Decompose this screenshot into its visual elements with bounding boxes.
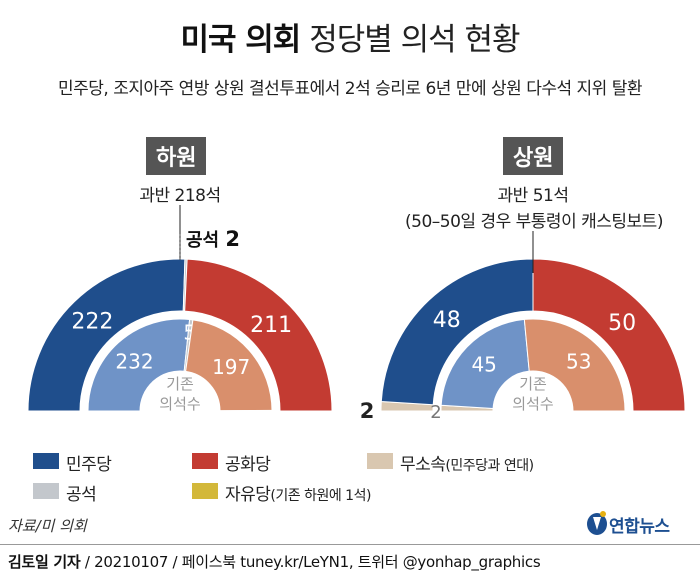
footer-divider (0, 544, 700, 545)
legend-independent-note: (민주당과 연대) (445, 458, 534, 474)
legend-swatch-democrat (33, 453, 59, 469)
house-inner-democrat-segment (87, 318, 191, 412)
yonhap-logo: 연합뉴스 (585, 508, 695, 538)
house-inner-republican-value: 197 (212, 355, 250, 379)
credit-line: 김토일 기자 / 20210107 / 페이스북 tuney.kr/LeYN1,… (8, 551, 541, 572)
credit-details: / 20210107 / 페이스북 tuney.kr/LeYN1, 트위터 @y… (80, 553, 541, 571)
house-vacant-count: 2 (225, 227, 241, 251)
house-majority-note: 과반 218석 (139, 186, 221, 206)
house-label: 하원 (146, 137, 207, 175)
house-inner-republican-segment (185, 319, 273, 412)
senate-tiebreak-note: (50–50일 경우 부통령이 캐스팅보트) (405, 212, 663, 232)
senate-inner-democrat-segment (440, 318, 530, 410)
house-vacant-text: 공석 (186, 230, 220, 251)
legend-libertarian-note: (기존 하원에 1석) (270, 488, 371, 504)
house-inner-libertarian-segment (219, 409, 273, 412)
subtitle: 민주당, 조지아주 연방 상원 결선투표에서 2석 승리로 6년 만에 상원 다… (57, 79, 643, 99)
legend-independent: 무소속(민주당과 연대) (400, 450, 534, 475)
house-outer-republican-segment (184, 258, 333, 412)
senate-inner-republican-segment (523, 318, 626, 412)
senate-outer-republican-value: 50 (608, 311, 636, 336)
legend-vacant: 공석 (66, 485, 97, 505)
legend-libertarian-label: 자유당 (225, 485, 271, 505)
house-vacant-label: 공석 2 (186, 226, 240, 252)
legend-democrat: 민주당 (66, 455, 112, 475)
senate-inner-independent-value: 2 (430, 402, 441, 423)
senate-center-label-1: 기존 (519, 375, 547, 393)
senate-outer-republican-segment (532, 258, 686, 412)
house-center-label-2: 의석수 (159, 395, 200, 413)
yonhap-logo-icon (587, 511, 607, 535)
senate-inner-democrat-value: 45 (471, 353, 496, 377)
page-title: 미국 의회 정당별 의석 현황 (0, 14, 700, 59)
house-outer-democrat-value: 222 (71, 309, 113, 334)
senate-outer-democrat-value: 48 (433, 308, 461, 333)
senate-outer-independent-value: 2 (360, 399, 375, 423)
senate-inner-republican-value: 53 (566, 350, 591, 374)
credit-author: 김토일 기자 (8, 553, 81, 571)
legend-swatch-republican (192, 453, 218, 469)
legend-swatch-independent (367, 453, 393, 469)
title-bold: 미국 의회 (180, 22, 301, 58)
legend-republican: 공화당 (225, 455, 271, 475)
house-center-label-1: 기존 (166, 375, 194, 393)
legend-libertarian: 자유당(기존 하원에 1석) (225, 480, 371, 505)
senate-label: 상원 (503, 137, 564, 175)
legend-swatch-vacant (33, 483, 59, 499)
legend-swatch-libertarian (192, 483, 218, 499)
house-inner-democrat-value: 232 (115, 349, 153, 373)
source-note: 자료/미 의회 (8, 517, 87, 535)
senate-majority-note: 과반 51석 (497, 186, 569, 206)
legend-independent-label: 무소속 (400, 455, 446, 475)
house-outer-republican-value: 211 (250, 313, 292, 338)
senate-center-label-2: 의석수 (512, 395, 553, 413)
title-rest: 정당별 의석 현황 (309, 22, 520, 58)
yonhap-logo-text: 연합뉴스 (609, 517, 670, 537)
